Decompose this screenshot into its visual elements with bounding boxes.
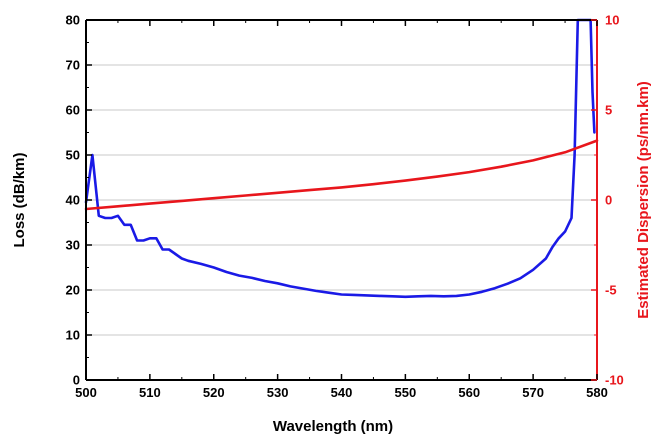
x-tick-label: 500 — [75, 385, 97, 400]
left-y-tick-label: 20 — [66, 283, 80, 298]
tick-labels: 500 510 520 530 540 550 560 570 5800102030405060… — [66, 13, 624, 401]
left-y-tick-label: 30 — [66, 238, 80, 253]
x-tick-label: 550 — [395, 385, 417, 400]
right-y-tick-label: -10 — [605, 373, 624, 388]
right-y-tick-label: 10 — [605, 13, 619, 28]
left-y-tick-label: 80 — [66, 13, 80, 28]
x-tick-label: 530 — [267, 385, 289, 400]
left-y-tick-label: 0 — [73, 373, 80, 388]
x-axis-title: Wavelength (nm) — [273, 418, 393, 435]
right-y-axis-title: Estimated Dispersion (ps/nm.km) — [635, 81, 652, 319]
right-y-tick-label: 5 — [605, 103, 612, 118]
x-tick-label: 580 — [586, 385, 608, 400]
x-tick-label: 560 — [458, 385, 480, 400]
series-lines — [84, 18, 599, 299]
left-y-tick-label: 50 — [66, 148, 80, 163]
x-tick-label: 540 — [331, 385, 353, 400]
grid-lines — [86, 64, 597, 336]
left-y-tick-label: 40 — [66, 193, 80, 208]
left-y-tick-label: 10 — [66, 328, 80, 343]
x-tick-label: 510 — [139, 385, 161, 400]
right-y-tick-label: 0 — [605, 193, 612, 208]
loss-series-line — [84, 18, 596, 299]
x-tick-label: 520 — [203, 385, 225, 400]
left-y-axis-title: Loss (dB/km) — [11, 152, 28, 247]
left-y-tick-label: 60 — [66, 103, 80, 118]
x-tick-label: 570 — [522, 385, 544, 400]
dispersion-series-line — [84, 139, 599, 211]
tick-marks — [85, 19, 598, 381]
left-y-tick-label: 70 — [66, 58, 80, 73]
right-y-tick-label: -5 — [605, 283, 617, 298]
